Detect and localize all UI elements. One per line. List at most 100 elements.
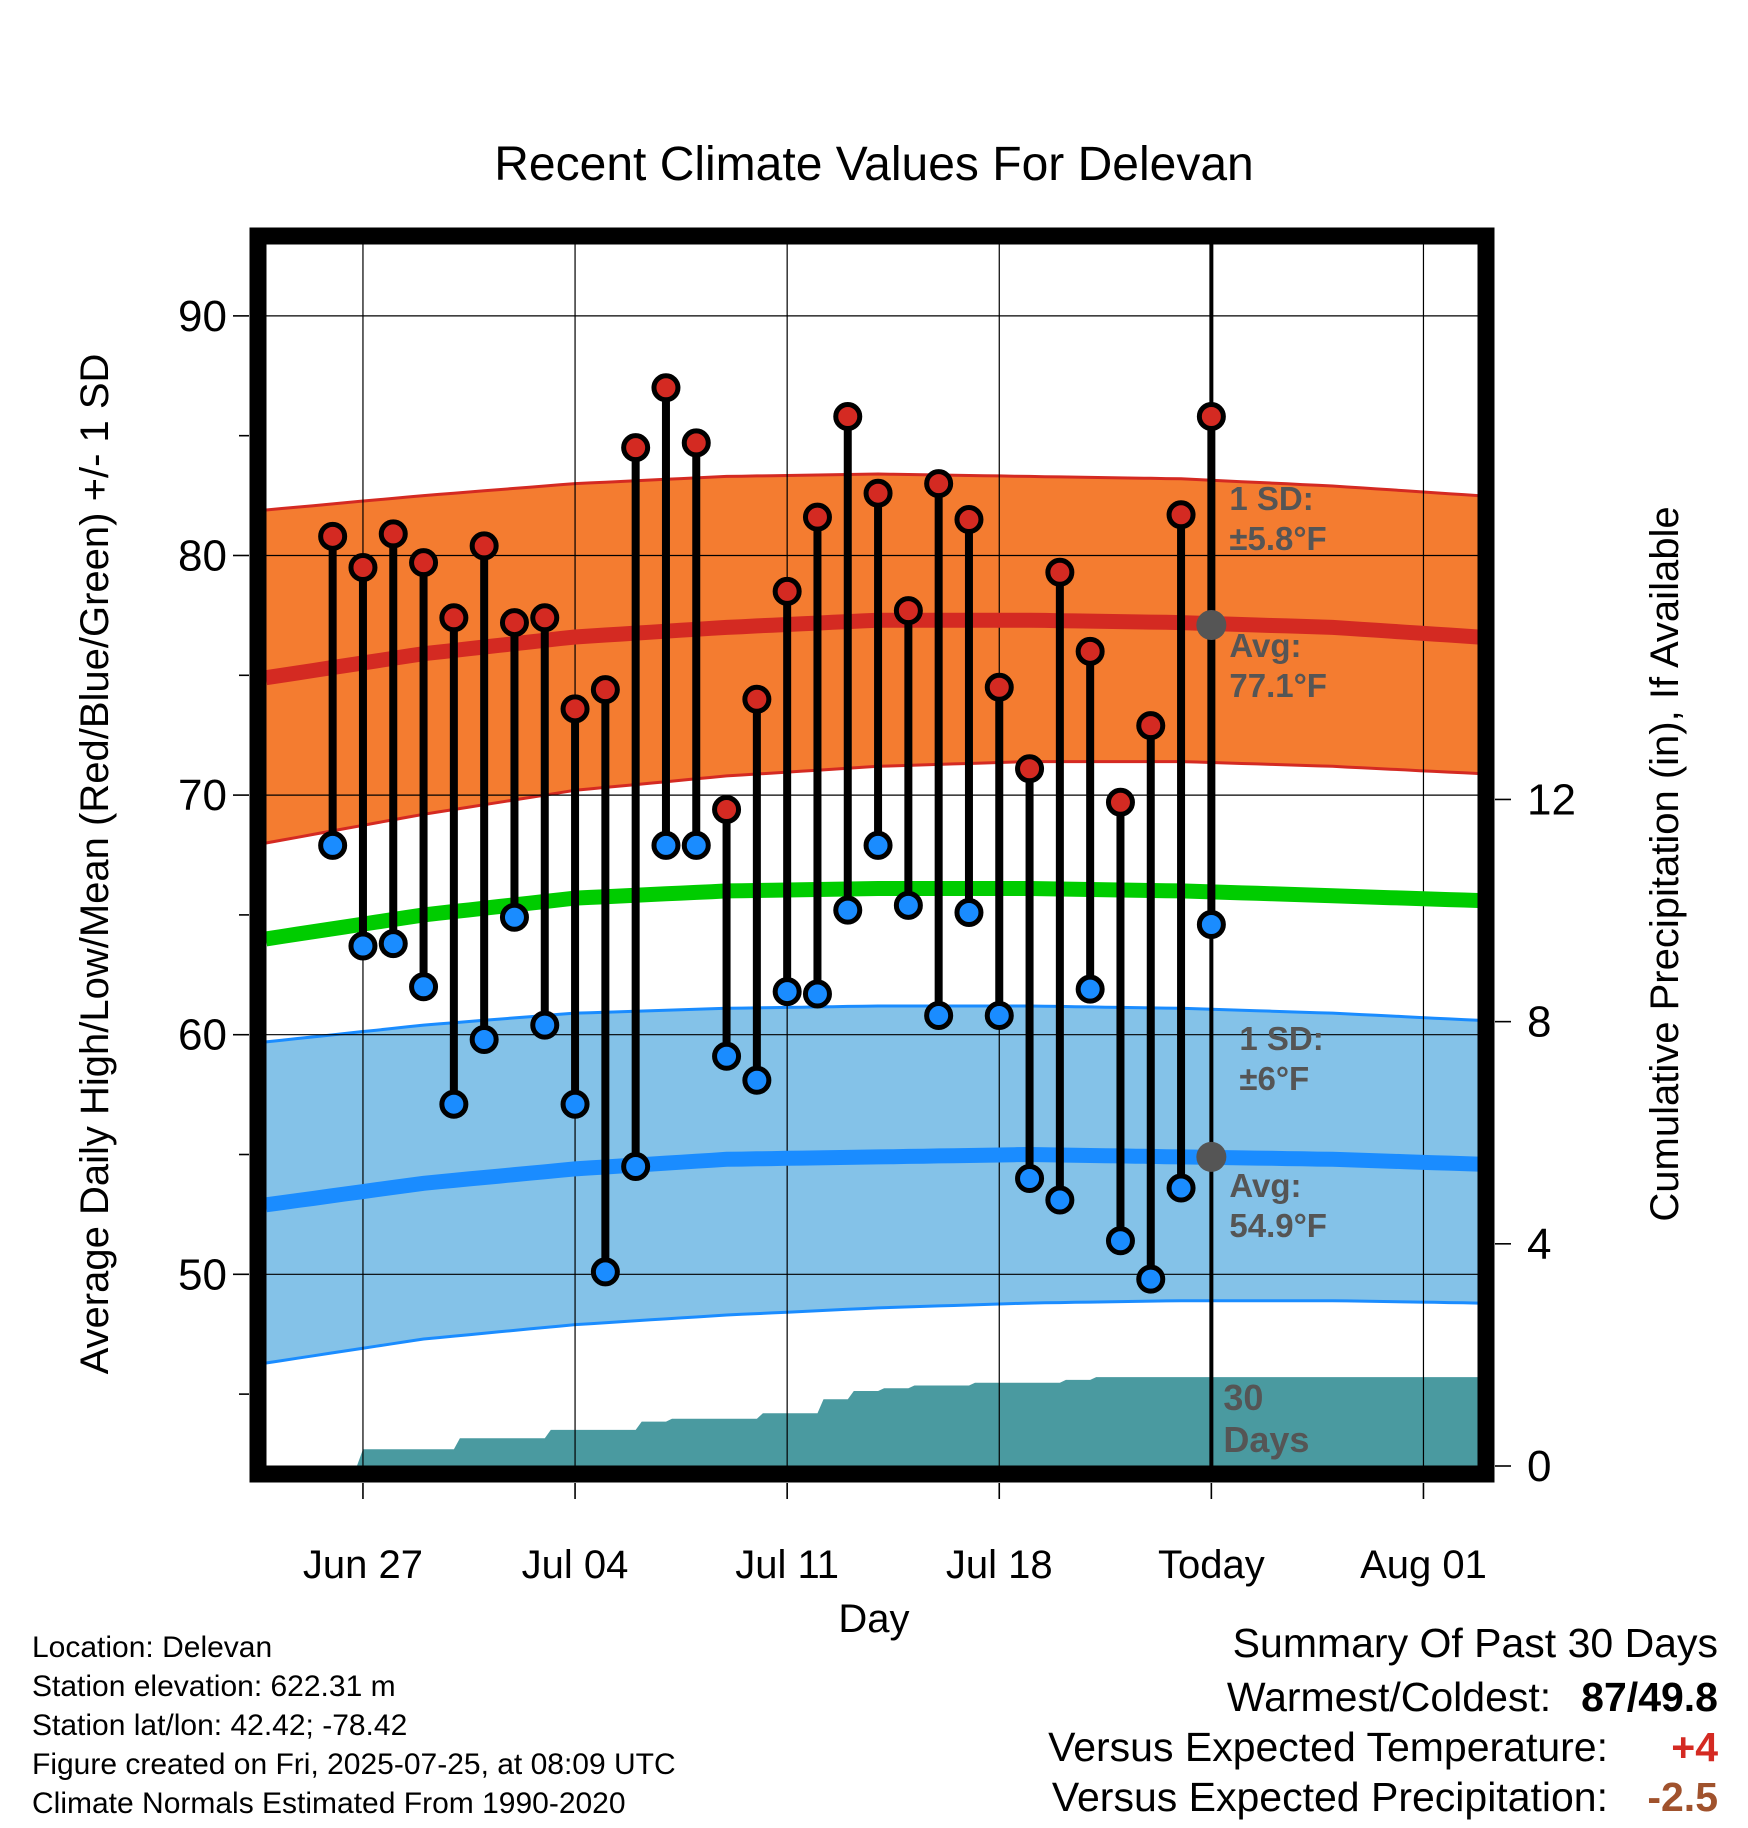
daily-high-point (1136, 711, 1166, 741)
x-tick-label: Jul 04 (522, 1543, 629, 1587)
daily-high-point (681, 428, 711, 458)
daily-low-point (1045, 1185, 1075, 1215)
daily-high-point (833, 402, 863, 432)
info-normals: Climate Normals Estimated From 1990-2020 (32, 1787, 626, 1820)
y-axis-label: Average Daily High/Low/Mean (Red/Blue/Gr… (73, 354, 117, 1375)
daily-low-point (742, 1065, 772, 1095)
x-tick-label: Aug 01 (1360, 1543, 1487, 1587)
low-avg-label: Avg: (1229, 1167, 1301, 1204)
daily-low-point (348, 931, 378, 961)
precip-cumulative-area (266, 1377, 1478, 1466)
daily-high-point (318, 521, 348, 551)
daily-low-point (1136, 1264, 1166, 1294)
summary-temp: Versus Expected Temperature: +4 (1048, 1724, 1718, 1771)
low-avg-line (265, 1146, 1479, 1213)
x-tick-label: Today (1158, 1543, 1265, 1587)
today-low-avg-marker (1196, 1141, 1227, 1172)
info-latlon: Station lat/lon: 42.42; -78.42 (32, 1709, 408, 1742)
y-tick-label: 70 (178, 771, 227, 820)
daily-high-point (530, 603, 560, 633)
warmest-sep: / (1626, 1674, 1639, 1720)
high-sd-label: 1 SD: (1229, 480, 1313, 517)
x-tick-label: Jul 18 (946, 1543, 1053, 1587)
daily-low-point (681, 830, 711, 860)
x-tick-label: Jun 27 (303, 1543, 423, 1587)
daily-low-point (1166, 1173, 1196, 1203)
y-tick-label: 50 (178, 1250, 227, 1299)
low-avg-value: 54.9°F (1229, 1207, 1327, 1244)
daily-low-point (318, 830, 348, 860)
daily-low-point (590, 1257, 620, 1287)
temp-value: +4 (1671, 1724, 1718, 1770)
daily-high-point (560, 694, 590, 724)
summary-title-text: Summary Of Past 30 Days (1232, 1620, 1718, 1666)
daily-high-point (924, 469, 954, 499)
daily-high-point (348, 552, 378, 582)
daily-high-point (439, 603, 469, 633)
y2-tick-label: 0 (1527, 1442, 1551, 1491)
summary-warmest: Warmest/Coldest: 87/49.8 (1227, 1674, 1718, 1721)
daily-high-point (409, 548, 439, 578)
daily-high-point (621, 433, 651, 463)
info-elevation: Station elevation: 622.31 m (32, 1670, 396, 1703)
low-sd-label: 1 SD: (1239, 1020, 1323, 1057)
daily-low-point (1105, 1226, 1135, 1256)
daily-low-point (1075, 974, 1105, 1004)
daily-low-point (984, 1001, 1014, 1031)
daily-low-point (439, 1089, 469, 1119)
daily-low-point (560, 1089, 590, 1119)
x-axis-label: Day (838, 1597, 909, 1641)
daily-low-point (1015, 1163, 1045, 1193)
daily-low-point (924, 1001, 954, 1031)
y-tick-label: 90 (178, 292, 227, 341)
low-sd-lower-edge (265, 1299, 1479, 1365)
daily-high-point (712, 794, 742, 824)
daily-high-point (499, 608, 529, 638)
daily-high-point (984, 672, 1014, 702)
daily-high-point (1166, 500, 1196, 530)
mean-avg-line (264, 881, 1479, 947)
daily-low-point (651, 830, 681, 860)
today-high-avg-marker (1196, 609, 1227, 640)
daily-high-point (742, 684, 772, 714)
daily-high-point (1015, 754, 1045, 784)
daily-high-point (1196, 402, 1226, 432)
warmest-label: Warmest/Coldest: (1226, 1674, 1552, 1720)
chart-title: Recent Climate Values For Delevan (494, 138, 1253, 191)
info-created: Figure created on Fri, 2025-07-25, at 08… (32, 1748, 676, 1781)
high-sd-upper-edge (265, 472, 1479, 512)
daily-high-point (772, 576, 802, 606)
days-word-label: Days (1223, 1419, 1309, 1460)
y2-tick-label: 12 (1527, 775, 1576, 824)
days-count-label: 30 (1223, 1377, 1263, 1418)
warmest-high: 87 (1581, 1674, 1627, 1720)
daily-low-point (893, 890, 923, 920)
summary-title: Summary Of Past 30 Days (1233, 1620, 1718, 1667)
high-sd-band (266, 474, 1478, 843)
y2-tick-label: 4 (1527, 1220, 1551, 1269)
daily-low-point (802, 979, 832, 1009)
daily-low-point (378, 929, 408, 959)
daily-low-point (469, 1024, 499, 1054)
daily-high-point (802, 502, 832, 532)
daily-high-point (590, 675, 620, 705)
y-tick-label: 80 (178, 531, 227, 580)
daily-high-point (1105, 787, 1135, 817)
daily-low-point (621, 1151, 651, 1181)
daily-high-point (954, 505, 984, 535)
daily-low-point (530, 1010, 560, 1040)
y2-tick-label: 8 (1527, 998, 1551, 1047)
precip-label: Versus Expected Precipitation: (1051, 1774, 1608, 1820)
plot-frame (249, 227, 1495, 1483)
warmest-low: 49.8 (1638, 1674, 1718, 1720)
daily-low-point (712, 1041, 742, 1071)
y-tick-label: 60 (178, 1011, 227, 1060)
daily-values (318, 373, 1226, 1294)
daily-high-point (469, 531, 499, 561)
daily-high-point (1075, 636, 1105, 666)
low-sd-value: ±6°F (1239, 1060, 1309, 1097)
precip-value: -2.5 (1647, 1774, 1718, 1820)
low-sd-upper-edge (265, 1004, 1479, 1044)
